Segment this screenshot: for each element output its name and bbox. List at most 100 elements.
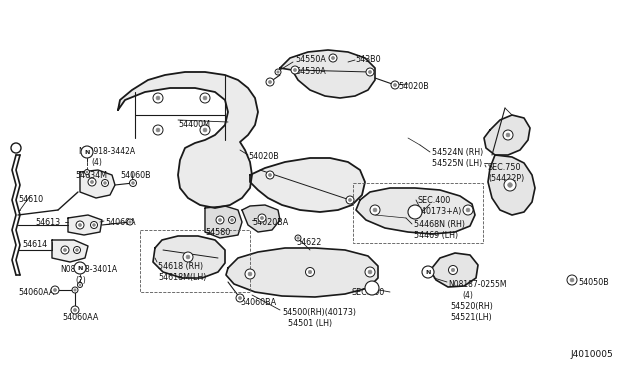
Circle shape: [200, 125, 210, 135]
Text: 54634M: 54634M: [75, 171, 107, 180]
Text: (4): (4): [91, 158, 102, 167]
Circle shape: [368, 270, 372, 274]
Circle shape: [503, 130, 513, 140]
Text: 54530A: 54530A: [295, 67, 326, 76]
Circle shape: [74, 247, 81, 253]
Text: (4): (4): [462, 291, 473, 300]
Circle shape: [127, 219, 133, 225]
Circle shape: [365, 281, 379, 295]
Circle shape: [346, 196, 354, 204]
Circle shape: [332, 57, 335, 60]
Circle shape: [248, 272, 252, 276]
Text: 54500(RH)(40173): 54500(RH)(40173): [282, 308, 356, 317]
Circle shape: [266, 78, 274, 86]
Circle shape: [269, 80, 271, 84]
Circle shape: [236, 294, 244, 302]
Polygon shape: [52, 240, 88, 262]
Text: 54501 (LH): 54501 (LH): [288, 319, 332, 328]
Bar: [353, 183, 483, 243]
Circle shape: [93, 224, 95, 226]
Text: 54060AA: 54060AA: [62, 313, 99, 322]
Circle shape: [506, 133, 510, 137]
Circle shape: [84, 170, 90, 174]
Polygon shape: [80, 170, 115, 198]
Circle shape: [463, 205, 473, 215]
Circle shape: [230, 219, 234, 221]
Bar: [140, 230, 250, 292]
Text: 54060AA: 54060AA: [18, 288, 54, 297]
Circle shape: [277, 71, 279, 73]
Circle shape: [275, 69, 281, 75]
Polygon shape: [484, 115, 530, 155]
Polygon shape: [153, 236, 225, 278]
Text: J4010005: J4010005: [570, 350, 612, 359]
Circle shape: [567, 275, 577, 285]
Text: (40173+A): (40173+A): [418, 207, 461, 216]
Text: 54525N (LH): 54525N (LH): [432, 159, 483, 168]
Circle shape: [408, 205, 422, 219]
Polygon shape: [430, 253, 478, 287]
Circle shape: [86, 171, 88, 173]
Text: 54020B: 54020B: [398, 82, 429, 91]
Text: N: N: [426, 269, 431, 275]
Circle shape: [90, 221, 97, 228]
Circle shape: [245, 269, 255, 279]
Circle shape: [129, 221, 131, 223]
Circle shape: [203, 128, 207, 132]
Circle shape: [228, 217, 236, 224]
Polygon shape: [356, 188, 475, 234]
Circle shape: [369, 70, 371, 74]
Text: 54050B: 54050B: [578, 278, 609, 287]
Circle shape: [77, 282, 83, 288]
Polygon shape: [226, 248, 378, 297]
Circle shape: [79, 224, 81, 227]
Circle shape: [218, 218, 221, 221]
Text: 54520(RH): 54520(RH): [450, 302, 493, 311]
Circle shape: [391, 81, 399, 89]
Text: 54521(LH): 54521(LH): [450, 313, 492, 322]
Circle shape: [71, 306, 79, 314]
Circle shape: [466, 208, 470, 212]
Circle shape: [239, 296, 241, 299]
Circle shape: [394, 83, 397, 87]
Text: (54422P): (54422P): [488, 174, 524, 183]
Circle shape: [260, 217, 264, 219]
Text: 54610: 54610: [18, 195, 43, 204]
Text: 54400M: 54400M: [178, 120, 210, 129]
Text: N08918-3442A: N08918-3442A: [78, 147, 135, 156]
Polygon shape: [280, 50, 375, 98]
Text: SEC.400: SEC.400: [418, 196, 451, 205]
Text: 54580: 54580: [205, 228, 230, 237]
Text: N: N: [77, 266, 83, 270]
Circle shape: [258, 214, 266, 222]
Polygon shape: [118, 72, 258, 208]
Circle shape: [291, 66, 299, 74]
Text: SEC.400: SEC.400: [352, 288, 385, 297]
Polygon shape: [242, 205, 280, 232]
Circle shape: [203, 96, 207, 100]
Circle shape: [74, 262, 86, 274]
Circle shape: [200, 93, 210, 103]
Circle shape: [294, 68, 296, 71]
Text: 54622: 54622: [296, 238, 321, 247]
Circle shape: [422, 266, 434, 278]
Circle shape: [79, 284, 81, 286]
Circle shape: [373, 208, 377, 212]
Circle shape: [295, 235, 301, 241]
Circle shape: [269, 173, 271, 177]
Circle shape: [102, 180, 109, 186]
Circle shape: [156, 96, 160, 100]
Circle shape: [216, 216, 224, 224]
Text: 54469 (LH): 54469 (LH): [414, 231, 458, 240]
Text: 54613: 54613: [35, 218, 60, 227]
Circle shape: [349, 199, 351, 202]
Circle shape: [104, 182, 106, 185]
Circle shape: [508, 183, 512, 187]
Circle shape: [449, 266, 458, 275]
Text: 54060BA: 54060BA: [240, 298, 276, 307]
Circle shape: [305, 267, 314, 276]
Circle shape: [297, 237, 299, 239]
Circle shape: [61, 246, 69, 254]
Circle shape: [183, 252, 193, 262]
Text: 54524N (RH): 54524N (RH): [432, 148, 483, 157]
